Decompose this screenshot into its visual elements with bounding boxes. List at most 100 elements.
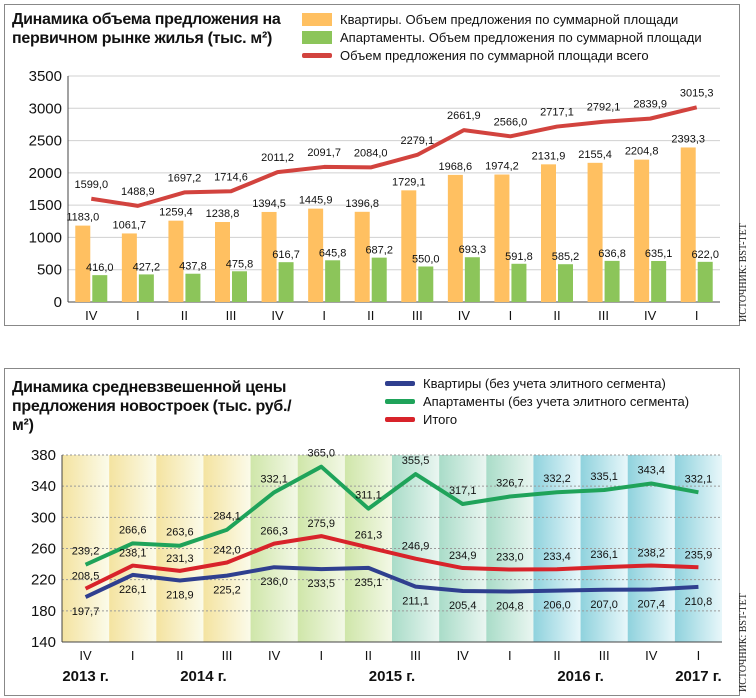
x-quarter-label: II [365, 648, 372, 663]
x-quarter-label: I [319, 648, 323, 663]
data-label-total-volume: 2839,9 [633, 99, 667, 111]
data-label-total-volume: 2091,7 [307, 147, 341, 159]
x-quarter-label: II [181, 308, 188, 323]
x-year-label: 2017 г. [673, 329, 719, 330]
x-quarter-label: I [322, 308, 326, 323]
bar-apartments [558, 264, 573, 302]
data-label-price-apartments: 284,1 [213, 511, 241, 523]
bar-apartments [418, 266, 434, 302]
legend-item-price-apartments: Апартаменты (без учета элитного сегмента… [385, 392, 689, 410]
bar-flats [541, 164, 556, 302]
data-label-total-volume: 2717,1 [540, 107, 574, 119]
bar-apartments [185, 273, 201, 302]
bar-flats [401, 190, 417, 302]
data-label-price-apartments: 355,5 [402, 455, 430, 467]
volume-chart-legend: Квартиры. Объем предложения по суммарной… [302, 10, 702, 64]
data-label-apartments: 687,2 [365, 245, 393, 257]
data-label-price-total: 233,4 [543, 551, 571, 563]
data-label-price-flats: 197,7 [72, 606, 100, 618]
bar-flats [121, 233, 137, 302]
bar-apartments [92, 275, 108, 302]
data-label-apartments: 693,3 [459, 244, 487, 256]
bar-flats [168, 220, 184, 302]
y-tick-label: 340 [31, 478, 56, 495]
volume-chart: 0 500 1000 1500 2000 2500 3000 3500 1183,0 416,0 1… [29, 68, 720, 330]
data-label-flats: 2155,4 [578, 149, 612, 161]
legend-swatch-price-total [385, 416, 415, 422]
data-label-total-volume: 2011,2 [261, 152, 294, 164]
data-label-price-apartments: 332,1 [685, 473, 713, 485]
x-quarter-label: IV [458, 308, 471, 323]
data-label-flats: 1394,5 [252, 198, 286, 210]
x-year-label: 2015 г. [369, 668, 415, 685]
data-label-price-apartments: 332,1 [260, 473, 288, 485]
legend-swatch-total-volume [302, 52, 332, 58]
data-label-flats: 2131,9 [532, 150, 566, 162]
data-label-price-total: 242,0 [213, 545, 241, 557]
bar-apartments [651, 260, 667, 302]
data-label-total-volume: 1488,9 [121, 186, 155, 198]
legend-label-total-volume: Объем предложения по суммарной площади в… [340, 47, 649, 63]
x-quarter-label: II [553, 648, 560, 663]
data-label-total-volume: 2279,1 [400, 135, 434, 147]
data-label-price-flats: 207,4 [638, 598, 666, 610]
data-label-flats: 1974,2 [485, 161, 519, 173]
data-label-flats: 1061,7 [113, 219, 147, 231]
data-label-price-apartments: 266,6 [119, 524, 147, 536]
x-quarter-label: II [176, 648, 183, 663]
data-label-total-volume: 1714,6 [214, 171, 248, 183]
line-price-flats [84, 565, 699, 599]
data-label-apartments: 550,0 [412, 253, 440, 265]
data-label-apartments: 622,0 [691, 249, 719, 261]
bar-flats [215, 222, 230, 302]
price-chart-legend: Квартиры (без учета элитного сегмента) А… [385, 374, 689, 428]
y-tick-label: 2500 [29, 133, 62, 150]
x-quarter-label: IV [457, 648, 470, 663]
y-tick-label: 180 [31, 603, 56, 620]
data-label-flats: 1729,1 [392, 176, 426, 188]
source-label-top: ИСТОЧНИК: BST-TET [738, 223, 749, 322]
x-quarter-label: I [697, 648, 701, 663]
data-label-flats: 2393,3 [671, 133, 705, 145]
x-quarter-label: III [226, 308, 237, 323]
x-quarter-label: IV [271, 308, 284, 323]
data-label-total-volume: 2792,1 [587, 102, 621, 114]
data-label-flats: 1396,8 [345, 198, 379, 210]
bar-apartments [232, 271, 247, 302]
data-label-apartments: 427,2 [133, 261, 161, 273]
x-year-label: 2017 г. [675, 668, 721, 685]
bar-flats [75, 225, 91, 302]
data-label-price-total: 236,1 [590, 549, 618, 561]
x-year-label: 2013 г. [62, 668, 108, 685]
line-price-apartments [84, 464, 699, 567]
bar-flats [587, 162, 603, 302]
data-label-price-total: 261,3 [355, 529, 383, 541]
bar-apartments [697, 261, 713, 302]
bar-flats [308, 208, 324, 302]
data-label-price-flats: 211,1 [402, 596, 429, 608]
data-label-price-apartments: 317,1 [449, 485, 477, 497]
bar-flats [634, 159, 650, 302]
data-label-price-total: 233,0 [496, 552, 524, 564]
x-quarter-label: II [367, 308, 374, 323]
legend-label-apartments: Апартаменты. Объем предложения по суммар… [340, 29, 702, 45]
data-label-price-apartments: 335,1 [590, 471, 618, 483]
data-label-price-flats: 236,0 [260, 576, 288, 588]
line-total-volume [90, 105, 698, 208]
y-tick-label: 260 [31, 541, 56, 558]
data-label-price-apartments: 365,0 [308, 448, 336, 460]
data-label-total-volume: 1697,2 [168, 172, 202, 184]
data-label-price-total: 208,5 [72, 571, 100, 583]
data-label-price-flats: 233,5 [308, 578, 336, 590]
data-label-price-flats: 205,4 [449, 600, 477, 612]
data-label-price-total: 235,9 [685, 549, 713, 561]
data-label-price-flats: 210,8 [685, 596, 713, 608]
legend-swatch-apartments [302, 30, 332, 44]
y-tick-label: 3500 [29, 68, 62, 85]
x-quarter-label: IV [85, 308, 98, 323]
data-label-apartments: 585,2 [552, 251, 580, 263]
legend-label-price-apartments: Апартаменты (без учета элитного сегмента… [423, 393, 690, 409]
legend-item-price-total: Итого [385, 410, 689, 428]
bar-flats [354, 211, 370, 302]
y-tick-label: 140 [31, 634, 56, 651]
